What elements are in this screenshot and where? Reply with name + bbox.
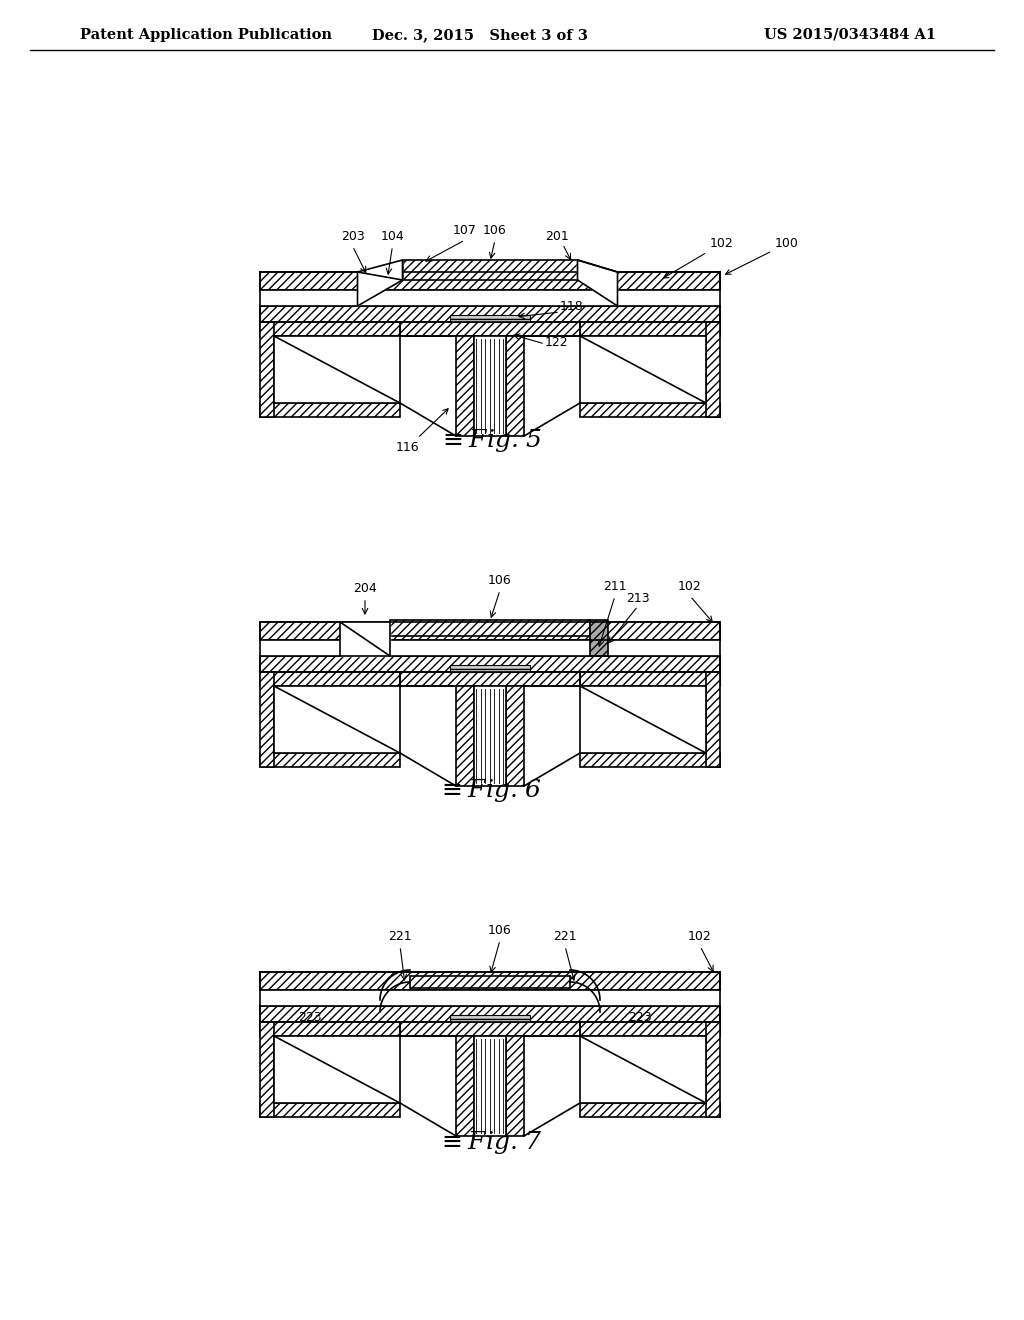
- Text: 107: 107: [453, 224, 477, 238]
- Bar: [706, 322, 720, 417]
- Text: $\equiv$Fig. 7: $\equiv$Fig. 7: [437, 1129, 543, 1155]
- Text: 204: 204: [353, 582, 377, 595]
- Text: 102: 102: [664, 238, 734, 279]
- Text: 106: 106: [488, 574, 512, 587]
- Bar: [450, 315, 530, 322]
- Text: 201: 201: [546, 230, 569, 243]
- Text: $\equiv$Fig. 5: $\equiv$Fig. 5: [438, 426, 542, 454]
- Bar: [390, 1022, 590, 1036]
- Bar: [580, 322, 720, 337]
- Bar: [260, 1022, 274, 1117]
- Text: Dec. 3, 2015   Sheet 3 of 3: Dec. 3, 2015 Sheet 3 of 3: [372, 28, 588, 42]
- Text: 221: 221: [553, 931, 577, 942]
- Text: 223: 223: [298, 1011, 322, 1024]
- Bar: [456, 337, 474, 436]
- Bar: [506, 337, 524, 436]
- Bar: [580, 1104, 720, 1117]
- Bar: [390, 620, 590, 636]
- Bar: [402, 260, 578, 280]
- Text: 106: 106: [483, 224, 507, 238]
- Bar: [456, 1036, 474, 1137]
- Bar: [390, 322, 590, 337]
- Text: 211: 211: [603, 579, 627, 593]
- Bar: [390, 672, 590, 686]
- Bar: [580, 1036, 706, 1104]
- Text: 104: 104: [381, 230, 404, 243]
- Bar: [260, 640, 720, 656]
- Bar: [260, 672, 274, 767]
- Bar: [590, 620, 608, 656]
- Text: 203: 203: [341, 230, 365, 243]
- Bar: [260, 752, 400, 767]
- Bar: [506, 686, 524, 785]
- Bar: [450, 665, 530, 672]
- Text: $\equiv$Fig. 6: $\equiv$Fig. 6: [437, 776, 543, 804]
- Bar: [450, 1015, 530, 1022]
- Text: 100: 100: [726, 238, 799, 275]
- Bar: [260, 672, 400, 686]
- Text: 102: 102: [678, 579, 701, 593]
- Bar: [260, 656, 720, 672]
- Text: 122: 122: [545, 337, 568, 348]
- Bar: [260, 1006, 720, 1022]
- Bar: [260, 322, 274, 417]
- Text: 118: 118: [560, 300, 584, 313]
- Text: 213: 213: [627, 591, 650, 605]
- Bar: [260, 290, 720, 306]
- Bar: [260, 622, 720, 640]
- Bar: [474, 1036, 506, 1137]
- Bar: [456, 686, 474, 785]
- Bar: [260, 306, 720, 322]
- Bar: [706, 1022, 720, 1117]
- Text: 223: 223: [628, 1011, 652, 1024]
- Bar: [260, 1022, 400, 1036]
- Bar: [260, 272, 720, 290]
- Bar: [474, 337, 506, 436]
- Text: 116: 116: [396, 409, 449, 454]
- Bar: [260, 972, 720, 990]
- Bar: [580, 752, 720, 767]
- Bar: [580, 686, 706, 752]
- Bar: [580, 337, 706, 403]
- Bar: [706, 672, 720, 767]
- Bar: [580, 1022, 720, 1036]
- Polygon shape: [357, 260, 402, 306]
- Text: 221: 221: [388, 931, 412, 942]
- Polygon shape: [340, 622, 390, 656]
- Bar: [260, 403, 400, 417]
- Bar: [474, 686, 506, 785]
- Bar: [274, 686, 400, 752]
- Bar: [410, 975, 570, 987]
- Polygon shape: [578, 260, 617, 306]
- Text: Patent Application Publication: Patent Application Publication: [80, 28, 332, 42]
- Bar: [580, 672, 720, 686]
- Bar: [260, 990, 720, 1006]
- Text: US 2015/0343484 A1: US 2015/0343484 A1: [764, 28, 936, 42]
- Bar: [274, 1036, 400, 1104]
- Text: 106: 106: [488, 924, 512, 937]
- Bar: [506, 1036, 524, 1137]
- Bar: [260, 1104, 400, 1117]
- Bar: [580, 403, 720, 417]
- Bar: [260, 322, 400, 337]
- Bar: [274, 337, 400, 403]
- Text: 102: 102: [688, 931, 712, 942]
